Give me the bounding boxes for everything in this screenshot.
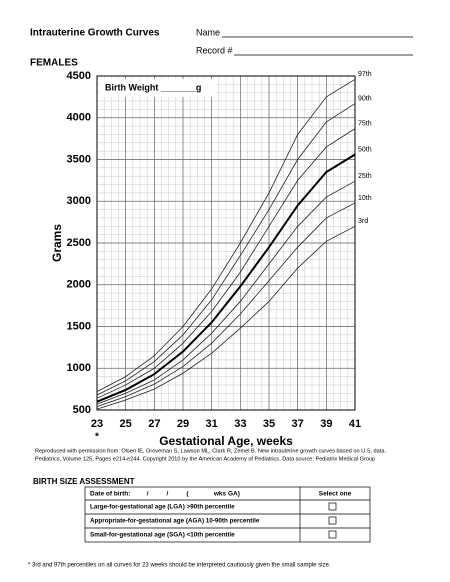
legend-label: 97th (358, 71, 372, 78)
x-axis-label: Gestational Age, weeks (159, 434, 293, 448)
checkbox[interactable] (328, 530, 337, 539)
percentile-line (96, 103, 356, 396)
x-note: * (95, 432, 99, 443)
table-row: Large-for-gestational age (LGA) >90th pe… (90, 504, 235, 511)
citation-line: Pediatrics, Volume 125, Pages e214-e244.… (35, 456, 375, 462)
percentile-line (96, 202, 356, 408)
x-tick-label: 39 (320, 418, 332, 430)
table-header: Select one (319, 491, 352, 498)
table-row: Small-for-gestational age (SGA) <10th pe… (90, 532, 235, 539)
assessment-title: BIRTH SIZE ASSESSMENT (33, 477, 135, 486)
legend-label: 10th (358, 195, 372, 202)
x-tick-label: 33 (234, 418, 246, 430)
x-tick-label: 41 (349, 418, 361, 430)
percentile-line (96, 180, 356, 405)
y-axis-label: Grams (50, 224, 64, 262)
y-tick-label: 1000 (67, 362, 91, 374)
x-tick-label: 37 (292, 418, 304, 430)
annotation: Birth Weight _______g (105, 82, 201, 92)
assessment-table (84, 486, 371, 543)
title: Intrauterine Growth Curves (30, 28, 160, 39)
section-label: FEMALES (30, 58, 78, 69)
plot-frame (96, 75, 356, 411)
y-tick-label: 2000 (67, 279, 91, 291)
name-label: Name (196, 27, 220, 37)
percentile-line (96, 225, 356, 410)
y-tick-label: 3000 (67, 195, 91, 207)
y-tick-label: 4000 (67, 112, 91, 124)
legend-label: 75th (358, 120, 372, 127)
table-header: Date of birth: / / ( wks GA) (90, 491, 240, 498)
checkbox[interactable] (328, 502, 337, 511)
x-tick-label: 25 (120, 418, 132, 430)
x-tick-label: 27 (148, 418, 160, 430)
x-tick-label: 29 (177, 418, 189, 430)
citation-line: Reproduced with permission from: Olsen I… (35, 448, 386, 454)
table-row: Appropriate-for-gestational age (AGA) 10… (90, 518, 260, 525)
record-label: Record # (196, 45, 233, 55)
y-tick-label: 4500 (67, 70, 91, 82)
annotation-box (100, 79, 215, 97)
table-border (84, 486, 371, 543)
percentile-line (96, 128, 356, 399)
percentile-line (96, 78, 356, 392)
legend-label: 50th (358, 146, 372, 153)
y-tick-label: 1500 (67, 320, 91, 332)
footnote: * 3rd and 97th percentiles on all curves… (28, 563, 331, 569)
legend-label: 3rd (358, 218, 368, 225)
y-tick-label: 2500 (67, 237, 91, 249)
y-tick-label: 3500 (67, 153, 91, 165)
y-tick-label: 500 (73, 404, 91, 416)
x-tick-label: 31 (206, 418, 218, 430)
legend-label: 25th (358, 173, 372, 180)
x-tick-label: 23 (91, 418, 103, 430)
legend-label: 90th (358, 95, 372, 102)
percentile-line (96, 153, 356, 403)
checkbox[interactable] (328, 516, 337, 525)
x-tick-label: 35 (263, 418, 275, 430)
